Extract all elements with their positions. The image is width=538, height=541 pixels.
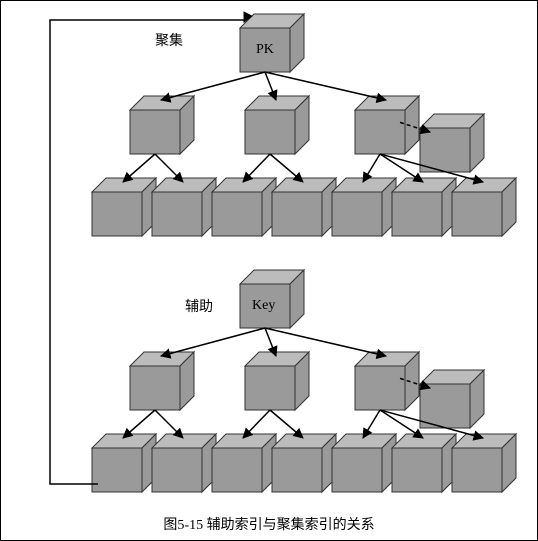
label-cluster: 聚集 — [155, 30, 183, 50]
label-root-pk: PK — [256, 42, 274, 58]
cluster-leaf-1 — [152, 178, 216, 236]
aux-leaf-5 — [392, 434, 456, 492]
aux-mid-1 — [245, 352, 309, 410]
cluster-mid-1 — [245, 96, 309, 154]
cluster-leaf-5 — [392, 178, 456, 236]
cluster-mid-extra — [420, 114, 484, 172]
label-aux: 辅助 — [185, 296, 213, 316]
cluster-leaf-2 — [212, 178, 276, 236]
label-root-key: Key — [252, 298, 275, 314]
figure-caption: 图5-15 辅助索引与聚集索引的关系 — [0, 514, 538, 534]
diagram-canvas: 聚集 辅助 PK Key 图5-15 辅助索引与聚集索引的关系 — [0, 0, 538, 541]
aux-mid-0 — [130, 352, 194, 410]
cluster-leaf-4 — [332, 178, 396, 236]
cluster-leaf-3 — [272, 178, 336, 236]
cluster-leaf-6 — [452, 178, 516, 236]
aux-leaf-0 — [92, 434, 156, 492]
diagram-svg — [0, 0, 538, 541]
cluster-leaf-0 — [92, 178, 156, 236]
aux-leaf-2 — [212, 434, 276, 492]
aux-mid-extra — [420, 370, 484, 428]
aux-leaf-6 — [452, 434, 516, 492]
aux-leaf-3 — [272, 434, 336, 492]
cluster-mid-0 — [130, 96, 194, 154]
aux-leaf-4 — [332, 434, 396, 492]
aux-leaf-1 — [152, 434, 216, 492]
